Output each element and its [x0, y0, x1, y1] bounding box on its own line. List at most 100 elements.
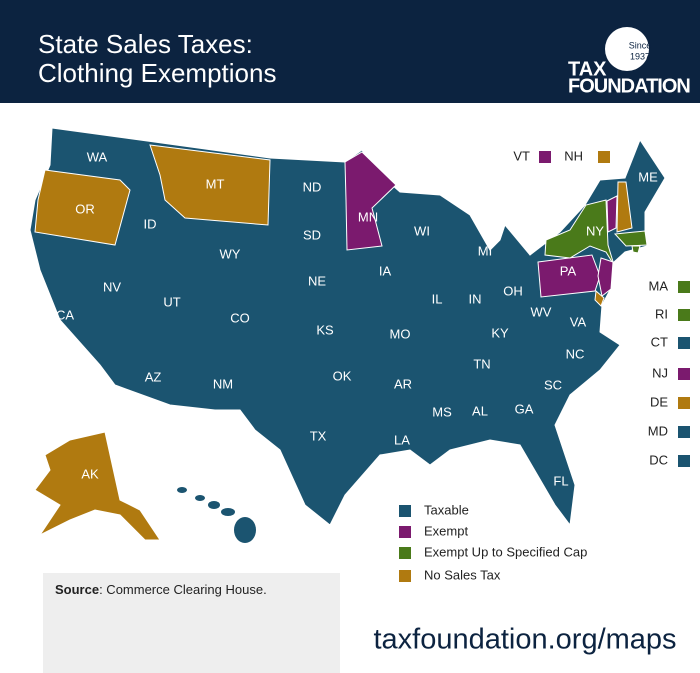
state-label: FL	[553, 473, 568, 488]
legend-label: No Sales Tax	[424, 567, 501, 582]
state-shape	[631, 245, 641, 254]
state-label: SC	[544, 377, 562, 392]
state-label: HI	[202, 512, 215, 527]
state-shape	[613, 230, 648, 247]
state-label: IA	[379, 263, 392, 278]
island	[195, 495, 205, 501]
island	[234, 517, 256, 543]
state-label: NM	[213, 376, 233, 391]
state-shape	[597, 257, 614, 297]
state-label: MO	[390, 326, 411, 341]
state-label: CA	[56, 307, 74, 322]
state-label: MS	[432, 404, 452, 419]
state-label: KY	[491, 325, 509, 340]
legend-label: Exempt	[424, 523, 468, 538]
state-label: WA	[87, 149, 108, 164]
state-label: VA	[570, 314, 587, 329]
state-label: LA	[394, 432, 410, 447]
state-label: ND	[303, 179, 322, 194]
island	[221, 508, 235, 516]
callout-label: DC	[649, 452, 668, 467]
state-label: WV	[531, 304, 552, 319]
callout-swatch	[678, 397, 690, 409]
callout-label: NJ	[652, 365, 668, 380]
state-label: IL	[432, 291, 443, 306]
state-label: IN	[469, 291, 482, 306]
logo-tax: TAX	[568, 58, 607, 80]
state-shape	[34, 431, 161, 541]
callout-swatch	[678, 426, 690, 438]
state-shape	[344, 151, 397, 251]
state-shape	[594, 289, 605, 307]
state-shape	[544, 199, 615, 266]
legend: Taxable Exempt Exempt Up to Specified Cap N…	[399, 502, 587, 582]
state-label: AL	[472, 403, 488, 418]
source: Source: Commerce Clearing House.	[55, 582, 267, 597]
state-shape	[537, 254, 601, 298]
logo-since: Since	[629, 40, 652, 50]
state-shape	[34, 169, 131, 246]
state-label: PA	[560, 263, 577, 278]
state-label: GA	[515, 401, 534, 416]
state-label: KS	[316, 322, 334, 337]
header-band	[0, 0, 700, 103]
state-shape	[149, 144, 271, 226]
source-box	[43, 573, 340, 673]
state-label: UT	[163, 294, 180, 309]
url: taxfoundation.org/maps	[373, 624, 676, 656]
source-label: Source	[55, 582, 99, 597]
callout-label: NH	[564, 148, 583, 163]
state-label: WI	[414, 223, 430, 238]
state-label: CO	[230, 310, 250, 325]
callout-label: DE	[650, 394, 668, 409]
logo-circle	[605, 27, 649, 71]
callout-swatch	[678, 309, 690, 321]
logo-year: 1937	[630, 51, 650, 61]
state-label: AZ	[145, 369, 162, 384]
callout-label: MA	[649, 278, 669, 293]
callout-swatch	[678, 281, 690, 293]
callout-label: VT	[513, 148, 530, 163]
state-shape	[616, 181, 633, 233]
title-line: Clothing Exemptions	[38, 58, 276, 88]
state-label: NV	[103, 279, 121, 294]
state-label: ID	[144, 216, 157, 231]
callout-swatch	[678, 368, 690, 380]
state-label: OH	[503, 283, 523, 298]
state-label: MI	[478, 243, 492, 258]
callout-label: MD	[648, 423, 668, 438]
state-label: ME	[638, 169, 658, 184]
callout-swatch	[539, 151, 551, 163]
state-label: SD	[303, 227, 321, 242]
legend-swatch	[399, 505, 411, 517]
legend-label: Taxable	[424, 502, 469, 517]
state-label: MT	[206, 176, 225, 191]
state-label: MN	[358, 209, 378, 224]
state-label: TN	[473, 356, 490, 371]
callout-swatch	[598, 151, 610, 163]
state-label: WY	[220, 246, 241, 261]
island	[208, 501, 220, 509]
legend-swatch	[399, 570, 411, 582]
state-shape	[606, 195, 618, 233]
legend-swatch	[399, 526, 411, 538]
us-outline	[29, 127, 666, 527]
callout-label: RI	[655, 306, 668, 321]
island	[177, 487, 187, 493]
state-label: OR	[75, 201, 95, 216]
state-label: NC	[566, 346, 585, 361]
state-label: AR	[394, 376, 412, 391]
state-label: AK	[81, 466, 99, 481]
source-text: : Commerce Clearing House.	[99, 582, 267, 597]
state-label: OK	[333, 368, 352, 383]
callout-label: CT	[651, 334, 668, 349]
callout-swatch	[678, 337, 690, 349]
state-label: NY	[586, 223, 604, 238]
map: WA OR CA ID NV MT WY UT AZ CO NM ND SD NE KS OK TX MN IA MO…	[29, 127, 690, 543]
state-label: TX	[310, 428, 327, 443]
logo-foundation: FOUNDATION	[568, 75, 690, 97]
legend-swatch	[399, 547, 411, 559]
title-line: State Sales Taxes:	[38, 29, 253, 59]
legend-label: Exempt Up to Specified Cap	[424, 544, 587, 559]
